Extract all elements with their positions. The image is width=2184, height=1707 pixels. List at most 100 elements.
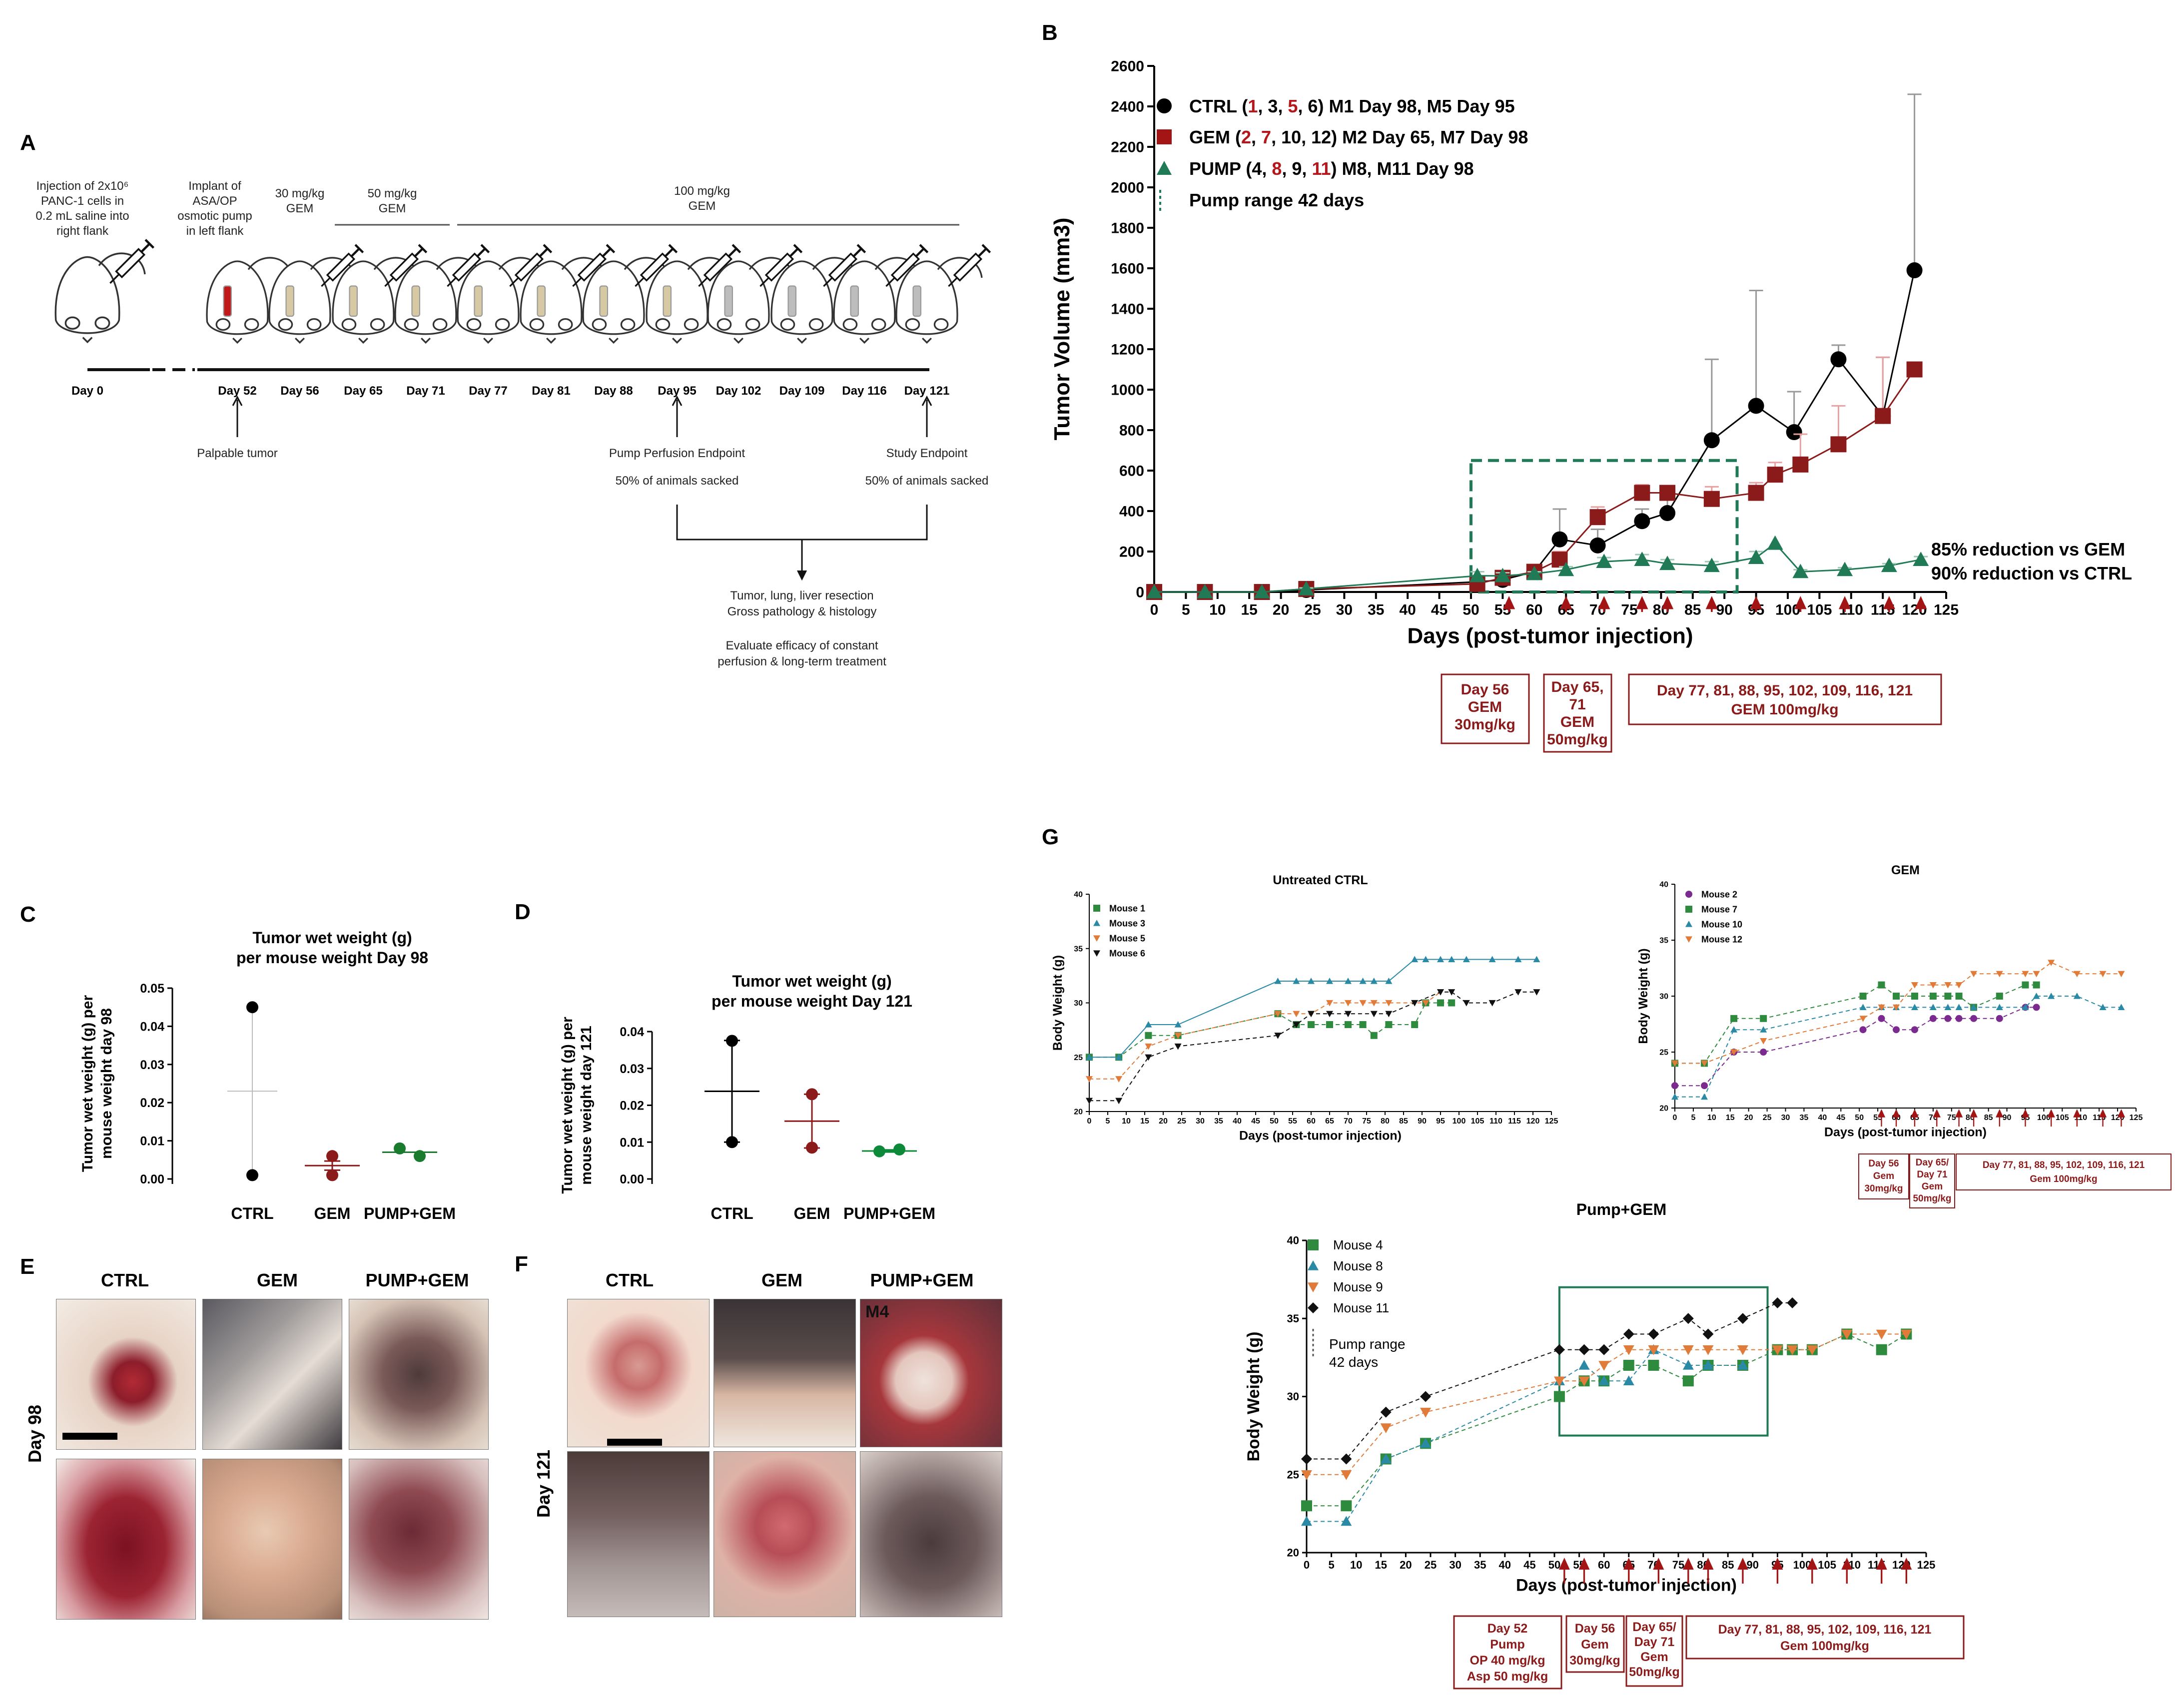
dose-arrow-head <box>1636 596 1648 609</box>
legend-label: Mouse 10 <box>1701 919 1742 929</box>
syringe-plunger <box>728 248 737 257</box>
mouse-ear <box>842 318 858 331</box>
dose-arrow <box>2099 1109 2107 1127</box>
data-point <box>1944 982 1952 989</box>
series-line-pump <box>1154 542 1921 593</box>
y-tick-label: 30 <box>1074 999 1083 1008</box>
box-day77 <box>1628 673 1942 725</box>
dose-arrow-head <box>1682 1558 1694 1570</box>
data-point <box>1881 558 1897 572</box>
data-point <box>1293 1022 1300 1028</box>
data-point <box>1748 550 1764 564</box>
dose-50-line-2: GEM <box>379 202 406 215</box>
legend-marker <box>1093 935 1100 942</box>
dose-arrow-head <box>1806 1558 1818 1570</box>
box-day65-line-3: GEM <box>1560 714 1594 730</box>
mouse-icon <box>582 244 678 344</box>
x-tick-label: 20 <box>1273 602 1289 618</box>
series-line-mouse-6 <box>1089 991 1537 1102</box>
g3-box-day56 <box>1565 1615 1625 1673</box>
mouse-nose <box>922 337 932 344</box>
syringe-handle <box>981 244 991 253</box>
data-point <box>2033 1004 2040 1011</box>
data-point <box>1878 981 1885 989</box>
y-tick-label: 1200 <box>1111 342 1144 358</box>
dose-arrow-head <box>1737 1558 1748 1570</box>
syringe-handle <box>480 244 490 253</box>
dose-arrow-head <box>1841 1558 1853 1570</box>
mouse-body <box>332 260 395 335</box>
pump-implant <box>285 285 294 317</box>
data-point <box>806 1088 818 1101</box>
data-point <box>1380 1423 1392 1433</box>
x-tick-label: 60 <box>1526 602 1542 618</box>
data-point <box>1598 1361 1610 1371</box>
pump-endpoint-arrowhead <box>672 395 683 406</box>
x-tick-label: 25 <box>1304 602 1321 618</box>
g2-box-day65-line-3: Gem <box>1922 1181 1943 1192</box>
mouse-icon <box>268 244 364 344</box>
x-tick-label: 85 <box>1399 1117 1408 1126</box>
body-weight-pump-chart: 2025303540051015202530354045505560657075… <box>1244 1200 1935 1595</box>
data-point <box>1760 1026 1767 1033</box>
data-point <box>1115 1098 1123 1105</box>
data-point <box>1830 351 1847 368</box>
data-point <box>1703 558 1720 572</box>
sacked-label-1: 50% of animals sacked <box>616 474 739 488</box>
x-tick-label: 30 <box>1196 1117 1205 1126</box>
syringe-icon <box>321 244 364 287</box>
x-tick-label: 40 <box>1233 1117 1242 1126</box>
dose-annotation-boxes: Day 56 GEM 30mg/kg Day 65, 71 GEM 50mg/k… <box>1441 673 1942 753</box>
syringe-icon <box>823 244 866 287</box>
y-tick-label: 200 <box>1119 544 1144 561</box>
e-col-gem: GEM <box>257 1270 298 1290</box>
y-tick-label: 0.04 <box>620 1025 644 1039</box>
data-point <box>1370 1000 1378 1007</box>
box-day56-line-3: 30mg/kg <box>1455 716 1515 733</box>
study-endpoint-arrowhead <box>921 395 932 406</box>
dose-50-line-1: 50 mg/kg <box>368 187 417 200</box>
data-point <box>1589 537 1606 554</box>
x-tick-label: 30 <box>1781 1114 1790 1122</box>
y-tick-label: 1000 <box>1111 382 1144 399</box>
dose-arrow <box>1558 1558 1570 1584</box>
panel-f: F CTRL GEM PUMP+GEM Day 121 <box>515 1252 974 1518</box>
data-point <box>1737 1360 1748 1370</box>
y-tick-label: 35 <box>1659 937 1668 945</box>
dose-arrow <box>1705 596 1718 612</box>
mouse-ear <box>808 318 824 331</box>
syringe-plunger <box>915 248 925 257</box>
data-point <box>1420 1391 1432 1402</box>
x-tick-label: 5 <box>1328 1559 1334 1571</box>
data-point <box>1901 1329 1912 1340</box>
data-point <box>2033 971 2040 978</box>
data-point <box>2022 981 2029 989</box>
series-line-mouse-11 <box>1307 1302 1793 1460</box>
data-point <box>1598 1344 1610 1355</box>
syringe-plunger <box>476 248 486 257</box>
legend-marker <box>1685 921 1692 927</box>
data-point <box>1345 978 1352 984</box>
x-tick-label: 25 <box>1763 1114 1772 1122</box>
data-point <box>893 1143 905 1155</box>
panel-c: C 0.00 0.01 0.02 0.03 0.04 0.05 CTRL GEM PUMP+GE… <box>20 902 456 1222</box>
data-point <box>1526 566 1542 580</box>
data-point <box>1274 1033 1282 1039</box>
series-line-mouse-7 <box>1675 984 2037 1064</box>
legend-marker-gem <box>1157 129 1172 144</box>
mouse-ear <box>780 318 795 331</box>
timeline-day-label: Day 65 <box>344 384 382 398</box>
data-point <box>1659 485 1676 501</box>
mouse-tail <box>937 257 983 278</box>
data-point <box>1970 1015 1978 1022</box>
data-point <box>1551 531 1568 548</box>
data-point <box>1308 978 1315 984</box>
dose-arrow-head <box>2047 1109 2055 1118</box>
dose-arrow-head <box>1705 596 1718 609</box>
timeline-day-label: Day 102 <box>716 384 761 398</box>
data-point <box>1422 1000 1430 1007</box>
data-point <box>1469 568 1485 582</box>
data-point <box>1996 1004 2003 1010</box>
mouse-ear <box>432 318 448 331</box>
data-point <box>1308 1011 1315 1018</box>
